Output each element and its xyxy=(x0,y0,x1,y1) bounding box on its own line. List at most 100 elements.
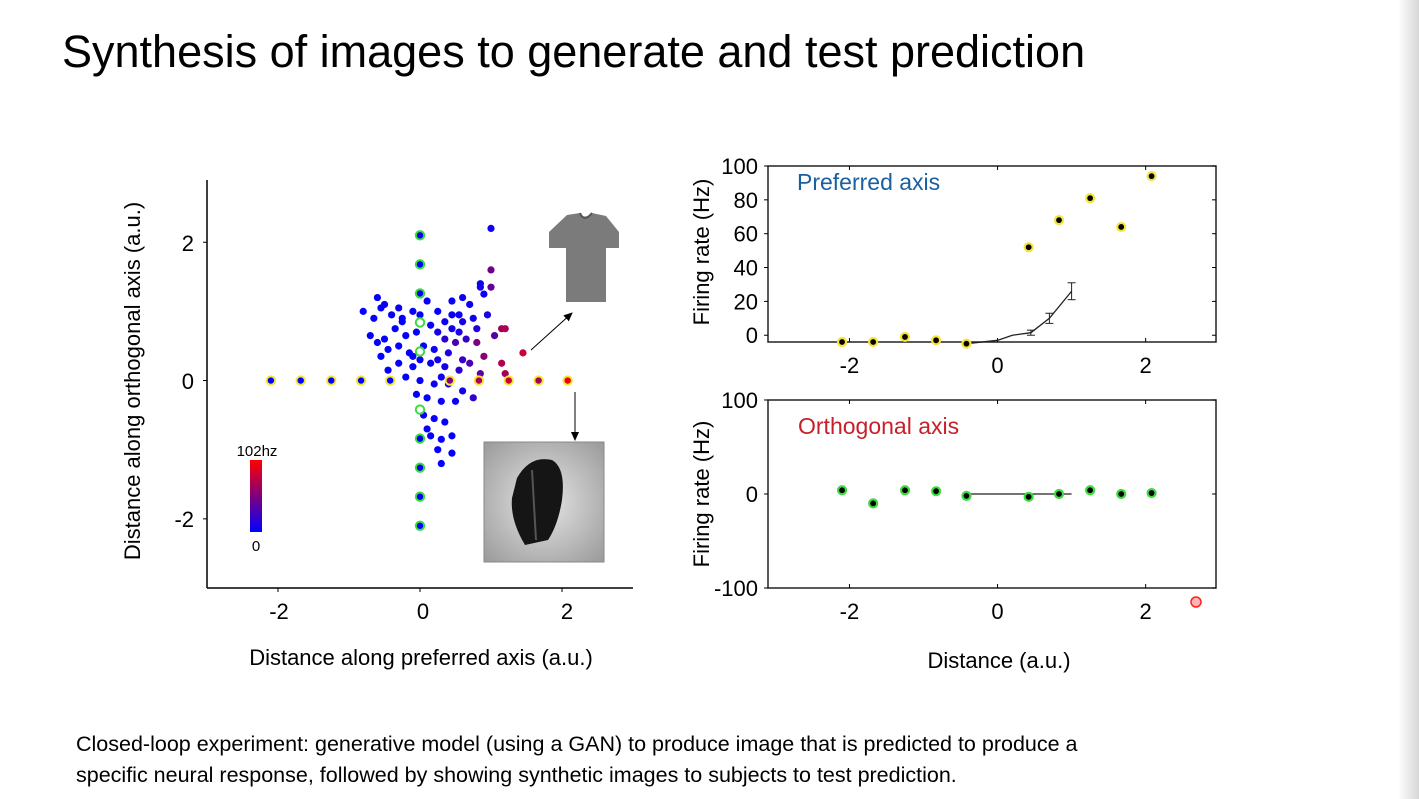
data-point xyxy=(930,486,942,497)
cloud-point xyxy=(469,394,477,402)
x-tick-label: 0 xyxy=(991,353,1003,378)
cloud-point xyxy=(423,425,431,433)
cloud-point xyxy=(480,290,488,298)
preferred-axis-point xyxy=(444,375,456,386)
slide-caption: Closed-loop experiment: generative model… xyxy=(76,729,1078,791)
orthogonal-ylabel: Firing rate (Hz) xyxy=(689,421,714,568)
orthogonal-axis-point xyxy=(414,433,426,444)
cloud-point xyxy=(380,335,389,343)
y-tick-label: 100 xyxy=(721,154,758,179)
scatter-xtick: 0 xyxy=(417,599,429,624)
prediction-line xyxy=(966,290,1073,345)
cloud-point xyxy=(377,352,385,360)
cloud-point xyxy=(462,335,470,343)
data-point xyxy=(836,336,848,348)
scatter-ytick: 0 xyxy=(182,369,194,394)
data-point xyxy=(930,335,942,346)
cloud-point xyxy=(380,300,389,309)
preferred-axis-point xyxy=(384,375,396,386)
cloud-point xyxy=(487,224,495,233)
scatter-ytick: 2 xyxy=(182,231,194,256)
x-tick-label: -2 xyxy=(840,353,860,378)
cloud-point xyxy=(441,363,449,371)
orthogonal-axis-point xyxy=(414,462,426,473)
cloud-point xyxy=(430,414,438,423)
cloud-point xyxy=(430,380,438,388)
orthogonal-axis-point xyxy=(414,491,426,502)
scatter-xlabel: Distance along preferred axis (a.u.) xyxy=(249,645,593,670)
cloud-point xyxy=(427,359,435,367)
cloud-point xyxy=(398,318,406,326)
preferred-axis-point xyxy=(355,375,367,386)
cloud-point xyxy=(455,328,463,336)
cloud-point xyxy=(466,359,474,367)
cloud-point xyxy=(373,338,381,347)
plot-frame xyxy=(767,165,1217,343)
y-tick-label: 100 xyxy=(721,388,758,413)
cloud-point xyxy=(395,359,403,367)
cloud-point xyxy=(473,325,481,333)
cursor-indicator xyxy=(1190,596,1202,608)
cloud-point xyxy=(409,363,417,371)
tshirt-image xyxy=(549,212,619,302)
preferred-axis-point xyxy=(295,375,306,386)
data-point xyxy=(1085,485,1096,496)
cloud-point xyxy=(483,311,492,319)
cloud-point xyxy=(437,397,445,405)
cloud-point xyxy=(490,331,499,340)
cloud-point xyxy=(437,435,445,443)
cloud-point xyxy=(423,297,431,305)
cloud-point xyxy=(459,356,467,364)
cloud-point xyxy=(466,300,474,309)
y-tick-label: 60 xyxy=(734,222,758,247)
data-point xyxy=(961,490,972,501)
cloud-point xyxy=(455,366,463,374)
cloud-point xyxy=(441,335,449,343)
cloud-point xyxy=(412,328,421,336)
cloud-point xyxy=(451,338,460,347)
preferred-axis-point xyxy=(326,375,337,386)
orthogonal-axis-plot: Firing rate (Hz) Orthogonal axis Distanc… xyxy=(689,388,1217,673)
cloud-point xyxy=(441,318,449,326)
cloud-point xyxy=(441,418,449,426)
cloud-point xyxy=(480,352,488,360)
scatter-points xyxy=(265,224,573,531)
cloud-point xyxy=(448,449,456,457)
cloud-point xyxy=(487,283,495,291)
orthogonal-axis-point xyxy=(414,230,426,241)
y-tick-label: 80 xyxy=(734,188,758,213)
cloud-point xyxy=(448,311,456,319)
cloud-point xyxy=(409,307,417,315)
cloud-point xyxy=(412,390,421,398)
preferred-axis-plot: Firing rate (Hz) Preferred axis -2 0 2 100 8… xyxy=(689,154,1217,378)
x-tick-label: -2 xyxy=(840,599,860,624)
data-point xyxy=(1146,171,1157,182)
orthogonal-axis-point xyxy=(414,259,426,270)
cloud-point xyxy=(448,325,456,333)
data-point xyxy=(899,331,911,343)
data-point xyxy=(1146,487,1157,499)
cloud-point xyxy=(498,359,506,367)
y-tick-label: -100 xyxy=(714,576,758,601)
data-point xyxy=(1116,221,1127,233)
cloud-point xyxy=(402,373,410,381)
caption-line: specific neural response, followed by sh… xyxy=(76,763,957,787)
orthogonal-axis-title: Orthogonal axis xyxy=(798,413,959,439)
colorbar-min-label: 0 xyxy=(252,538,260,555)
cloud-point xyxy=(501,370,509,378)
data-point xyxy=(899,485,911,496)
cloud-point xyxy=(459,318,467,326)
cloud-point xyxy=(409,352,417,360)
orthogonal-axis-point xyxy=(414,346,426,357)
window-edge xyxy=(1399,0,1419,799)
slide-title: Synthesis of images to generate and test… xyxy=(62,26,1086,77)
cloud-point xyxy=(388,311,396,319)
cloud-point xyxy=(448,432,456,440)
cloud-point xyxy=(451,397,460,405)
data-point xyxy=(1085,193,1096,204)
arrow-to-tshirt xyxy=(530,312,573,351)
cloud-point xyxy=(416,311,424,319)
cloud-point xyxy=(437,459,445,468)
cloud-point xyxy=(487,266,495,274)
cloud-point xyxy=(476,283,484,291)
